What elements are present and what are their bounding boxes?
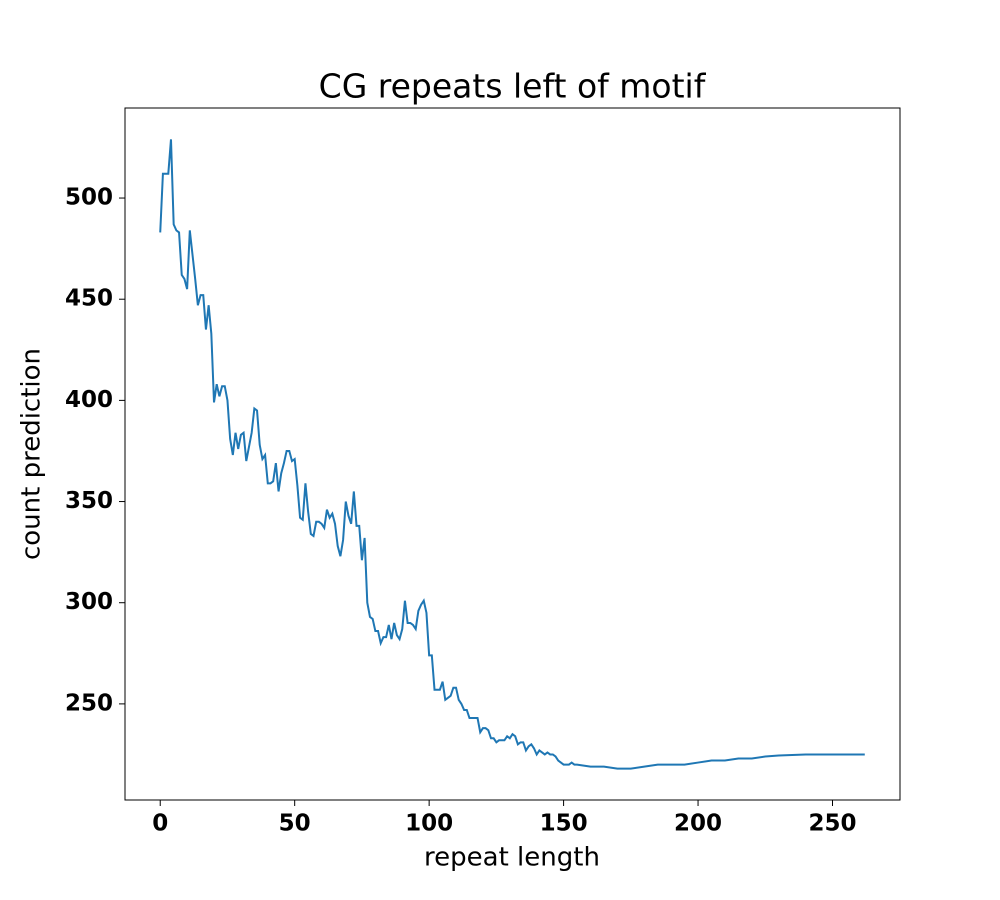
x-tick-label: 200	[674, 811, 722, 837]
axes-frame	[124, 107, 901, 801]
x-axis-label: repeat length	[424, 843, 600, 873]
y-tick-label: 300	[65, 589, 113, 615]
x-tick-label: 50	[279, 811, 311, 837]
y-tick-label: 500	[65, 185, 113, 211]
y-axis-label: count prediction	[17, 348, 47, 560]
y-tick-label: 450	[65, 286, 113, 312]
y-tick-label: 250	[65, 690, 113, 716]
y-tick-label: 400	[65, 387, 113, 413]
data-line	[159, 139, 865, 770]
x-tick-label: 0	[152, 811, 168, 837]
chart-title: CG repeats left of motif	[319, 67, 707, 106]
x-tick-label: 150	[540, 811, 588, 837]
x-tick-label: 100	[405, 811, 453, 837]
x-tick-label: 250	[808, 811, 856, 837]
y-tick-label: 350	[65, 488, 113, 514]
